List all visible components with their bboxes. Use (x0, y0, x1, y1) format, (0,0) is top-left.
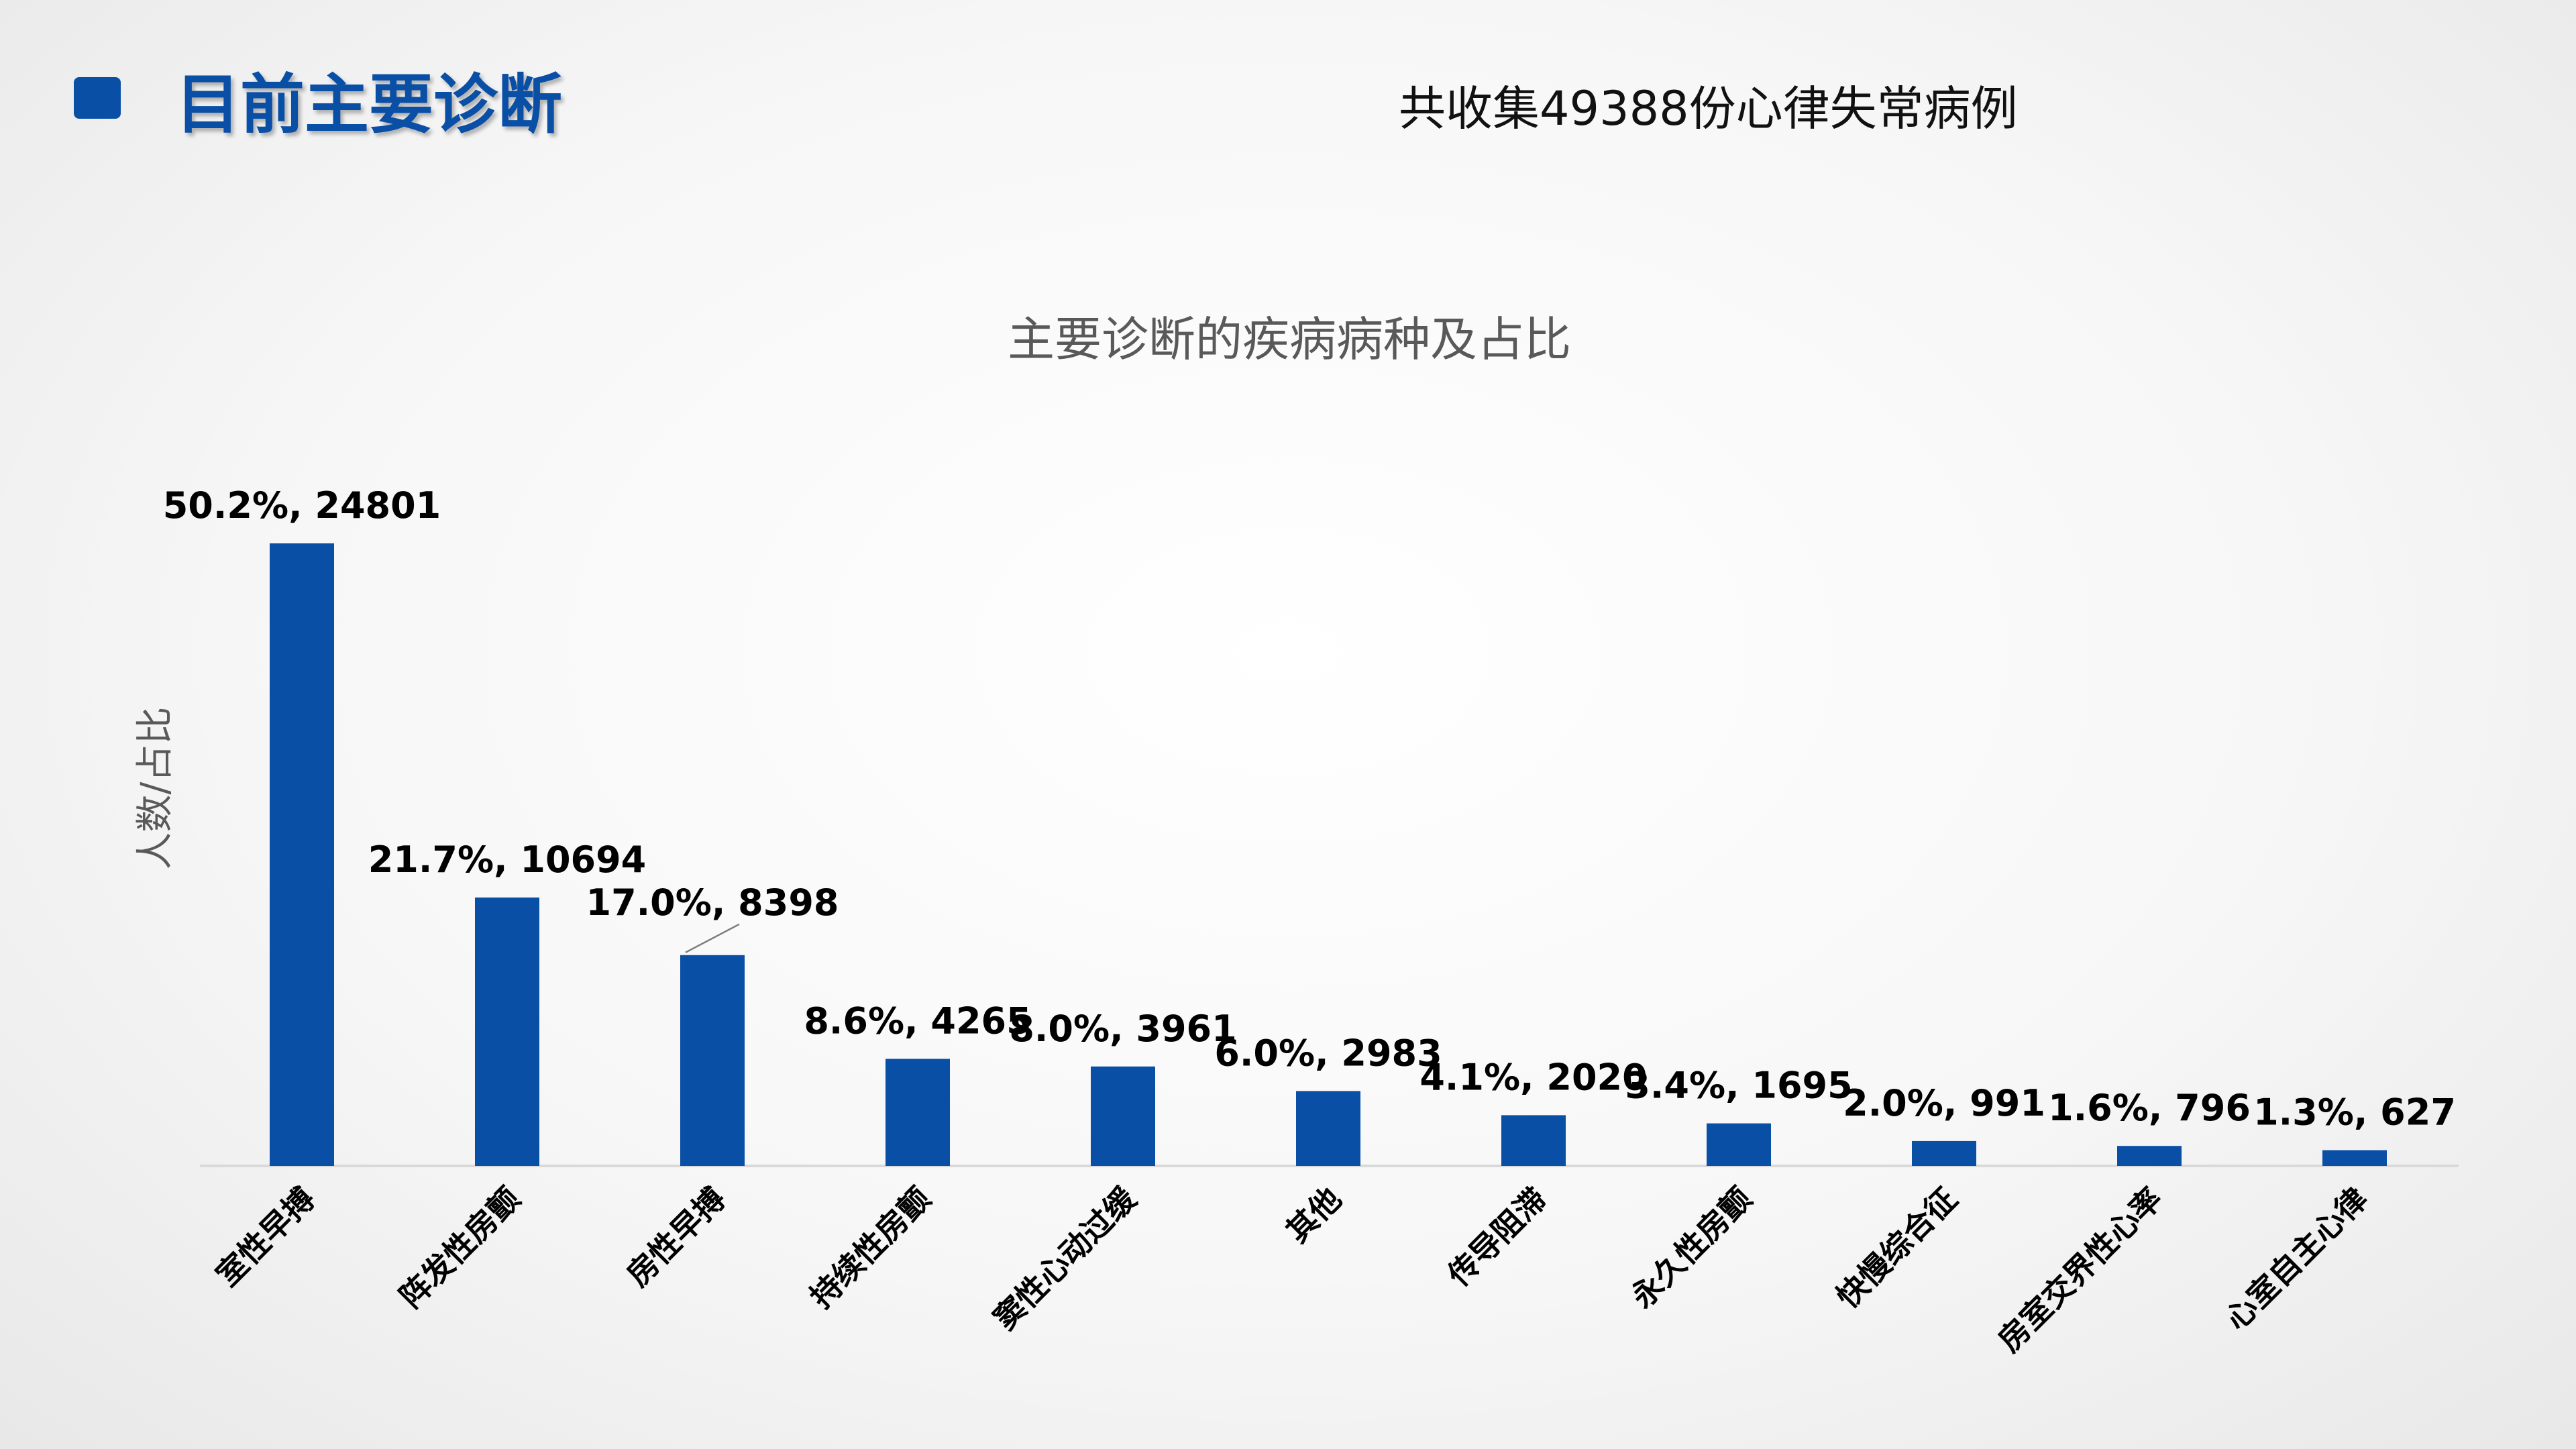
x-tick-label: 心室自主心律 (2218, 1181, 2374, 1337)
case-count-note: 共收集49388份心律失常病例 (1399, 81, 2018, 136)
bar (1501, 1115, 1566, 1166)
x-tick-label: 传导阻滞 (1440, 1181, 1554, 1294)
data-label: 2.0%, 991 (1843, 1082, 2045, 1124)
bar (885, 1059, 950, 1166)
bar (1296, 1091, 1360, 1166)
bar (2117, 1146, 2182, 1166)
x-tick-label: 房性早搏 (619, 1181, 732, 1293)
data-label: 50.2%, 24801 (163, 484, 441, 527)
x-tick-label: 其他 (1279, 1181, 1348, 1250)
bar (1091, 1066, 1155, 1166)
bar (2322, 1150, 2387, 1166)
data-label: 1.3%, 627 (2253, 1091, 2456, 1134)
bar (475, 897, 539, 1166)
x-tick-label: 窦性心动过缓 (986, 1180, 1143, 1337)
data-label: 4.1%, 2020 (1419, 1056, 1647, 1098)
x-tick-label: 快慢综合征 (1829, 1181, 1964, 1316)
header-bullet-square (74, 77, 121, 119)
bar (1912, 1140, 1976, 1166)
x-tick-label: 阵发性房颤 (392, 1181, 527, 1316)
bar (1707, 1123, 1771, 1166)
x-tick-label: 室性早搏 (209, 1181, 321, 1293)
tick-labels-group: 室性早搏 阵发性房颤 房性早搏 持续性房颤 窦性心动过缓 其他 传导阻滞 永久性房颤 快慢综合征… (209, 1180, 2374, 1359)
data-label-leader-line (685, 923, 740, 953)
x-tick-label: 永久性房颤 (1624, 1181, 1759, 1316)
page-title: 目前主要诊断 (176, 67, 562, 142)
bar (680, 955, 745, 1166)
x-tick-label: 持续性房颤 (803, 1181, 938, 1316)
data-label: 6.0%, 2983 (1214, 1032, 1442, 1074)
x-tick-label: 房室交界性心率 (1991, 1181, 2169, 1359)
data-label: 21.7%, 10694 (368, 839, 647, 881)
data-label: 17.0%, 8398 (586, 881, 839, 924)
data-label: 8.6%, 4265 (804, 1000, 1031, 1042)
data-label: 8.0%, 3961 (1009, 1008, 1236, 1050)
bars-group (270, 543, 2387, 1166)
chart-title: 主要诊断的疾病病种及占比 (1008, 312, 1571, 367)
data-label: 3.4%, 1695 (1625, 1065, 1852, 1107)
y-axis-label: 人数/占比 (133, 707, 177, 870)
bar (270, 543, 334, 1166)
data-label: 1.6%, 796 (2048, 1087, 2251, 1129)
